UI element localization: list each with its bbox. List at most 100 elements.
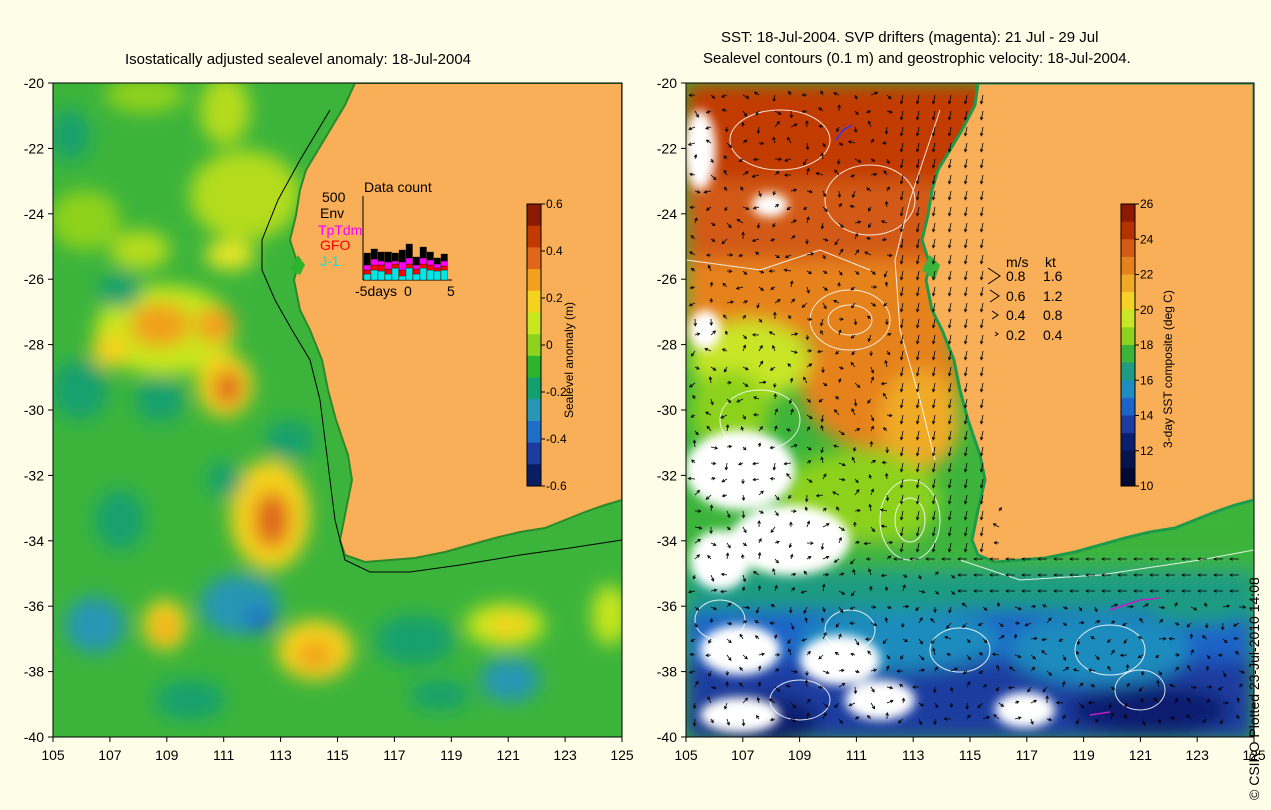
- velocity-arrow: [989, 573, 999, 577]
- velocity-arrow: [1087, 701, 1096, 705]
- velocity-arrow: [870, 526, 875, 533]
- velocity-arrow: [880, 220, 888, 224]
- velocity-arrow: [866, 109, 872, 114]
- velocity-arrow: [947, 462, 952, 473]
- velocity-arrow: [742, 414, 746, 420]
- velocity-arrow: [1142, 718, 1146, 726]
- velocity-arrow: [931, 94, 936, 105]
- data-count-bar: [384, 251, 392, 263]
- legend-j1: J-1: [320, 253, 340, 269]
- velocity-arrow: [783, 461, 792, 466]
- right-sst-map: [686, 83, 1254, 737]
- velocity-arrow: [915, 222, 920, 233]
- velocity-arrow: [806, 286, 810, 294]
- velocity-arrow: [915, 350, 920, 361]
- velocity-arrow: [772, 462, 777, 471]
- velocity-arrow: [979, 382, 984, 393]
- right-y-tick: -40: [657, 729, 677, 745]
- velocity-arrow: [993, 541, 1000, 545]
- velocity-arrow: [818, 107, 824, 112]
- velocity-arrow: [915, 190, 920, 201]
- data-count-bar: [412, 256, 420, 266]
- velocity-arrow: [918, 638, 923, 645]
- velocity-arrow: [963, 254, 968, 265]
- velocity-arrow: [694, 430, 699, 436]
- velocity-arrow: [769, 717, 776, 722]
- left-y-tick: -30: [24, 402, 44, 418]
- velocity-arrow: [1117, 589, 1127, 593]
- left-colorbar-tick: 0.2: [546, 291, 563, 305]
- velocity-arrow: [886, 110, 893, 114]
- right-colorbar-band: [1121, 345, 1135, 364]
- velocity-arrow: [738, 253, 744, 258]
- left-colorbar-label: Sealevel anomaly (m): [562, 302, 576, 418]
- velocity-arrow: [735, 286, 744, 290]
- velocity-arrow: [774, 584, 778, 592]
- velocity-arrow: [772, 136, 776, 144]
- velocity-arrow: [1205, 665, 1210, 672]
- velocity-arrow: [915, 606, 920, 612]
- velocity-arrow: [721, 493, 728, 498]
- data-count-bar: [391, 252, 399, 262]
- velocity-arrow: [774, 171, 780, 176]
- velocity-arrow: [1069, 573, 1079, 577]
- velocity-arrow: [930, 618, 936, 624]
- left-y-tick: -26: [24, 271, 44, 287]
- velocity-arrow: [833, 409, 840, 416]
- data-count-bar: [391, 263, 399, 269]
- velocity-arrow: [1005, 589, 1015, 593]
- velocity-arrow: [742, 366, 749, 371]
- right-colorbar-band: [1121, 204, 1135, 223]
- velocity-arrow: [694, 217, 698, 224]
- velocity-arrow: [850, 590, 856, 597]
- right-y-tick: -34: [657, 533, 677, 549]
- velocity-arrow: [772, 344, 776, 352]
- velocity-arrow: [1062, 622, 1068, 626]
- velocity-arrow: [1030, 699, 1038, 704]
- velocity-arrow: [822, 286, 828, 291]
- velocity-arrow: [784, 173, 792, 177]
- velocity-arrow: [1222, 638, 1228, 644]
- velocity-arrow: [899, 110, 904, 121]
- velocity-arrow: [1030, 636, 1038, 641]
- velocity-arrow: [854, 94, 858, 100]
- legend-tptdm: TpTdm: [318, 222, 362, 238]
- velocity-arrow: [694, 332, 701, 336]
- velocity-row-ms: 0.4: [1006, 307, 1026, 323]
- velocity-arrow: [866, 715, 872, 720]
- velocity-arrow: [947, 494, 952, 505]
- velocity-arrow: [915, 142, 920, 153]
- left-shelf-contour: [261, 109, 622, 573]
- velocity-arrow: [867, 334, 872, 343]
- velocity-arrow: [768, 269, 776, 273]
- velocity-arrow: [996, 602, 1001, 608]
- velocity-arrow: [838, 606, 844, 614]
- velocity-arrow: [979, 334, 984, 345]
- velocity-arrow: [947, 190, 952, 201]
- velocity-arrow: [1185, 714, 1192, 720]
- velocity-arrow: [741, 478, 745, 485]
- velocity-arrow: [1158, 605, 1166, 610]
- velocity-arrow: [742, 94, 750, 99]
- velocity-arrow: [963, 222, 968, 233]
- velocity-arrow: [982, 638, 988, 644]
- velocity-arrow: [1085, 589, 1095, 593]
- velocity-arrow: [902, 638, 909, 643]
- velocity-arrow: [915, 478, 920, 489]
- velocity-arrow: [979, 94, 984, 105]
- velocity-arrow: [854, 508, 861, 513]
- right-map-title-line2: Sealevel contours (0.1 m) and geostrophi…: [703, 50, 1131, 67]
- velocity-arrow: [899, 478, 904, 489]
- velocity-arrow: [1119, 653, 1128, 658]
- velocity-arrow: [915, 238, 920, 249]
- velocity-arrow: [931, 238, 936, 249]
- velocity-arrow: [1137, 636, 1144, 640]
- velocity-arrow: [1021, 573, 1031, 577]
- velocity-arrow: [992, 523, 1000, 528]
- velocity-arrow: [1169, 683, 1176, 688]
- velocity-arrow: [886, 332, 892, 337]
- velocity-arrow: [790, 188, 798, 192]
- velocity-arrow: [822, 302, 827, 310]
- velocity-arrow: [742, 344, 747, 352]
- left-colorbar-tick: -0.4: [546, 432, 567, 446]
